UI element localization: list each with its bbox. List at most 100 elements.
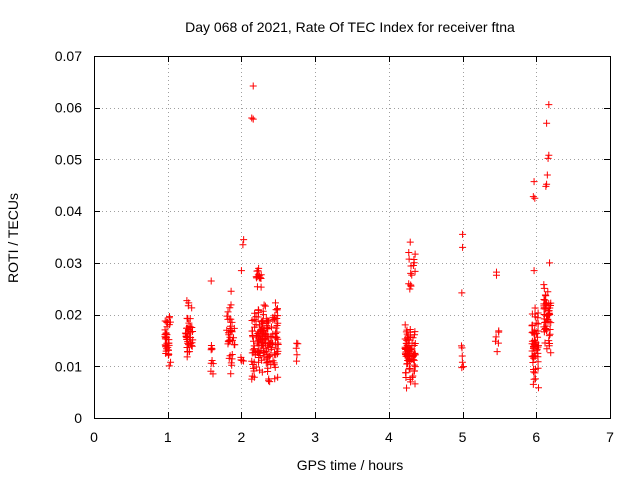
data-point bbox=[406, 375, 414, 383]
data-point bbox=[251, 323, 259, 331]
data-point bbox=[459, 243, 467, 251]
data-point bbox=[265, 340, 273, 348]
data-point bbox=[248, 357, 256, 365]
data-point bbox=[185, 325, 193, 333]
data-point bbox=[406, 365, 414, 373]
data-point bbox=[183, 336, 191, 344]
data-point bbox=[292, 344, 300, 352]
data-point bbox=[268, 323, 276, 331]
data-point bbox=[249, 333, 257, 341]
data-point bbox=[411, 250, 419, 258]
data-point bbox=[529, 380, 537, 388]
data-point bbox=[534, 314, 542, 322]
data-point bbox=[459, 230, 467, 238]
x-tick-label: 5 bbox=[459, 429, 467, 445]
data-point bbox=[545, 342, 553, 350]
data-point bbox=[531, 194, 539, 202]
data-point bbox=[255, 264, 263, 272]
data-point bbox=[405, 351, 413, 359]
data-point bbox=[253, 339, 261, 347]
y-tick-label: 0.02 bbox=[55, 307, 82, 323]
data-point bbox=[226, 304, 234, 312]
data-point bbox=[532, 319, 540, 327]
data-point bbox=[529, 358, 537, 366]
data-point bbox=[259, 327, 267, 335]
data-point bbox=[406, 325, 414, 333]
data-point bbox=[546, 330, 554, 338]
data-point bbox=[543, 119, 551, 127]
data-point bbox=[263, 332, 271, 340]
data-point bbox=[252, 363, 260, 371]
data-point bbox=[165, 314, 173, 322]
data-point bbox=[251, 309, 259, 317]
data-point bbox=[411, 363, 419, 371]
data-point bbox=[534, 358, 542, 366]
data-point bbox=[546, 259, 554, 267]
data-point bbox=[273, 305, 281, 313]
data-point bbox=[167, 358, 175, 366]
data-point bbox=[408, 271, 416, 279]
data-point bbox=[257, 318, 265, 326]
x-tick-labels: 0 1 2 3 4 5 6 7 bbox=[90, 429, 614, 445]
data-point bbox=[542, 300, 550, 308]
data-point bbox=[545, 151, 553, 159]
data-point bbox=[250, 367, 258, 375]
y-tick-label: 0.01 bbox=[55, 358, 82, 374]
data-point bbox=[188, 304, 196, 312]
data-point bbox=[271, 315, 279, 323]
data-point bbox=[164, 346, 172, 354]
data-point bbox=[405, 249, 413, 257]
x-tick-label: 7 bbox=[606, 429, 614, 445]
data-point bbox=[223, 326, 231, 334]
data-point bbox=[239, 241, 247, 249]
axis-ticks bbox=[94, 56, 611, 419]
data-point bbox=[271, 299, 279, 307]
data-point bbox=[226, 322, 234, 330]
data-point bbox=[409, 352, 417, 360]
data-point bbox=[492, 271, 500, 279]
data-point bbox=[406, 357, 414, 365]
data-point bbox=[226, 315, 234, 323]
data-point bbox=[404, 345, 412, 353]
data-point bbox=[540, 284, 548, 292]
data-point bbox=[237, 353, 245, 361]
data-point bbox=[240, 236, 248, 244]
data-point bbox=[534, 320, 542, 328]
data-point bbox=[182, 333, 190, 341]
data-point bbox=[266, 352, 274, 360]
data-point bbox=[248, 375, 256, 383]
y-tick-label: 0.03 bbox=[55, 255, 82, 271]
data-point bbox=[187, 333, 195, 341]
data-point bbox=[402, 328, 410, 336]
data-point bbox=[545, 317, 553, 325]
y-tick-label: 0.04 bbox=[55, 203, 82, 219]
data-point bbox=[403, 336, 411, 344]
data-point bbox=[528, 352, 536, 360]
y-axis-label: ROTI / TECUs bbox=[5, 193, 21, 283]
x-tick-label: 6 bbox=[532, 429, 540, 445]
data-point bbox=[530, 267, 538, 275]
data-point bbox=[411, 267, 419, 275]
data-point bbox=[264, 325, 272, 333]
y-tick-label: 0.07 bbox=[55, 48, 82, 64]
data-point bbox=[230, 334, 238, 342]
x-tick-label: 1 bbox=[164, 429, 172, 445]
data-point bbox=[458, 364, 466, 372]
data-point bbox=[260, 301, 268, 309]
data-point bbox=[259, 311, 267, 319]
data-point bbox=[265, 377, 273, 385]
data-point bbox=[547, 299, 555, 307]
data-point bbox=[410, 367, 418, 375]
data-point bbox=[255, 348, 263, 356]
data-point bbox=[258, 368, 266, 376]
data-point bbox=[272, 330, 280, 338]
data-point bbox=[528, 321, 536, 329]
data-point bbox=[227, 359, 235, 367]
data-point bbox=[411, 380, 419, 388]
x-tick-label: 0 bbox=[90, 429, 98, 445]
data-point bbox=[294, 340, 302, 348]
data-point bbox=[534, 343, 542, 351]
data-point bbox=[227, 301, 235, 309]
data-point bbox=[207, 277, 215, 285]
data-point bbox=[259, 317, 267, 325]
